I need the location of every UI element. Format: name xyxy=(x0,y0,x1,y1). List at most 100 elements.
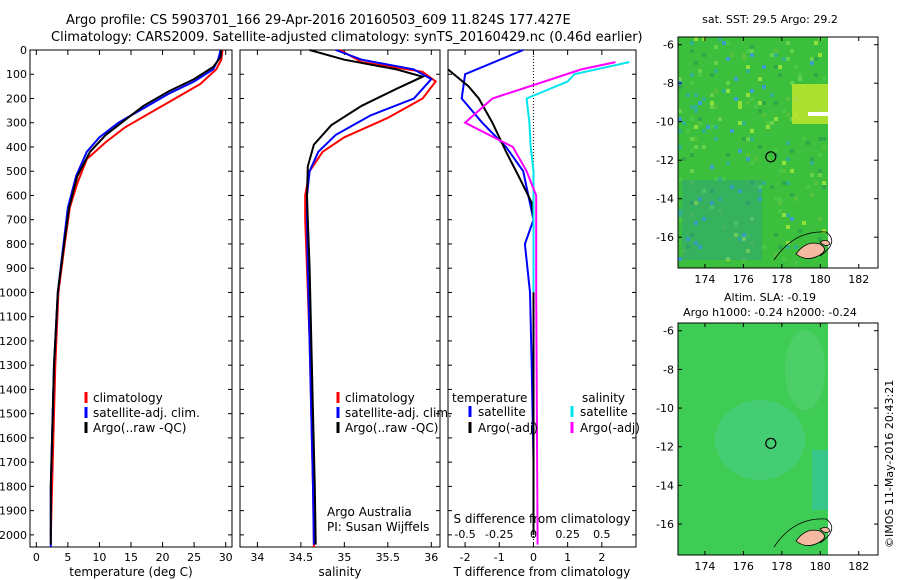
sst-pixel xyxy=(758,101,762,105)
sst-pixel xyxy=(762,181,766,185)
annotation-institution: Argo Australia xyxy=(327,505,412,519)
y-tick-label: 0 xyxy=(20,44,27,57)
sst-pixel xyxy=(754,157,758,161)
sst-pixel xyxy=(698,69,702,73)
sst-pixel xyxy=(818,217,822,221)
sst-pixel xyxy=(766,121,770,125)
map-y-tick-label: -8 xyxy=(663,77,674,90)
sst-pixel xyxy=(698,117,702,121)
map-title: Altim. SLA: -0.19 xyxy=(724,291,816,304)
sst-pixel xyxy=(718,117,722,121)
series-line xyxy=(525,61,630,293)
sst-pixel xyxy=(794,197,798,201)
sst-pixel xyxy=(790,169,794,173)
sst-pixel xyxy=(782,257,786,261)
x-tick-label: -2 xyxy=(460,551,471,564)
sst-pixel xyxy=(750,45,754,49)
sst-pixel xyxy=(750,129,754,133)
sst-pixel xyxy=(694,105,698,109)
sst-pixel xyxy=(682,157,686,161)
y-tick-label: 400 xyxy=(6,141,27,154)
sst-pixel xyxy=(690,201,694,205)
sst-pixel xyxy=(726,41,730,45)
sst-pixel xyxy=(810,161,814,165)
sst-pixel xyxy=(810,61,814,65)
sst-pixel xyxy=(726,161,730,165)
y-tick-label: 700 xyxy=(6,214,27,227)
sst-pixel xyxy=(746,93,750,97)
x-axis-label: temperature (deg C) xyxy=(69,565,192,579)
map-y-tick-label: -6 xyxy=(663,325,674,338)
x-tick-label: 20 xyxy=(156,551,170,564)
sst-pixel xyxy=(774,233,778,237)
sst-pixel xyxy=(678,145,682,149)
sst-pixel xyxy=(694,241,698,245)
sst-pixel xyxy=(710,189,714,193)
sst-pixel xyxy=(790,81,794,85)
sst-pixel xyxy=(714,45,718,49)
sst-pixel xyxy=(802,137,806,141)
sst-pixel xyxy=(694,137,698,141)
sst-pixel xyxy=(762,101,766,105)
sst-pixel xyxy=(734,77,738,81)
map-x-tick-label: 182 xyxy=(848,560,869,573)
legend-label: climatology xyxy=(345,391,415,405)
panel-temperature: 0 5 10 15 20 25 30 temperature (deg C) 0 100 200 30… xyxy=(0,44,233,579)
series-line xyxy=(463,61,616,545)
sst-pixel xyxy=(718,209,722,213)
sst-pixel xyxy=(734,233,738,237)
map-y-tick-label: -10 xyxy=(656,116,674,129)
sst-pixel xyxy=(786,97,790,101)
series-line xyxy=(305,49,426,545)
x-tick-label: 5 xyxy=(64,551,71,564)
sst-pixel xyxy=(734,225,738,229)
sst-pixel xyxy=(786,213,790,217)
sst-pixel xyxy=(702,189,706,193)
sst-pixel xyxy=(822,229,826,233)
sst-pixel xyxy=(722,89,726,93)
sst-pixel xyxy=(730,129,734,133)
sst-field xyxy=(678,37,828,268)
map-x-tick-label: 180 xyxy=(810,273,831,286)
sst-pixel xyxy=(774,253,778,257)
sst-pixel xyxy=(738,121,742,125)
sst-pixel xyxy=(678,177,682,181)
sst-pixel xyxy=(806,141,810,145)
sst-pixel xyxy=(794,261,798,265)
sst-pixel xyxy=(782,181,786,185)
sst-pixel xyxy=(774,49,778,53)
reef-outline xyxy=(773,518,833,548)
y-tick-label: 1100 xyxy=(0,311,27,324)
sst-pixel xyxy=(762,113,766,117)
map-panel-1: 174 176 178 180 182 -6 -8 -10 -12 -14 -16 sat. SST:… xyxy=(656,13,879,286)
sst-pixel xyxy=(798,229,802,233)
sst-pixel xyxy=(774,53,778,57)
sst-pixel xyxy=(754,105,758,109)
legend-label: climatology xyxy=(93,391,163,405)
sst-pixel xyxy=(722,41,726,45)
sst-pixel xyxy=(714,89,718,93)
sst-pixel xyxy=(694,125,698,129)
map-y-tick-label: -8 xyxy=(663,363,674,376)
sst-pixel xyxy=(750,161,754,165)
sst-pixel xyxy=(758,77,762,81)
sst-pixel xyxy=(806,185,810,189)
legend-label: satellite-adj. clim. xyxy=(93,406,200,420)
sst-pixel xyxy=(786,141,790,145)
sst-pixel xyxy=(810,57,814,61)
sst-pixel xyxy=(746,65,750,69)
panel-salinity: 34 34.5 35 35.5 36 salinity climatologysatelli… xyxy=(239,49,452,579)
sst-pixel xyxy=(726,89,730,93)
land-fiji xyxy=(795,242,825,259)
sst-pixel xyxy=(714,69,718,73)
sst-pixel xyxy=(822,77,826,81)
sst-pixel xyxy=(814,41,818,45)
plot-frame xyxy=(239,49,441,548)
sst-pixel xyxy=(782,109,786,113)
argo-position-marker xyxy=(765,151,777,163)
sst-pixel xyxy=(746,157,750,161)
map-panel-2: 174 176 178 180 182 -6 -8 -10 -12 -14 -16 Altim. SL… xyxy=(656,291,879,573)
sst-pixel xyxy=(690,41,694,45)
map-title: sat. SST: 29.5 Argo: 29.2 xyxy=(702,13,838,26)
y-tick-label: 1700 xyxy=(0,456,27,469)
